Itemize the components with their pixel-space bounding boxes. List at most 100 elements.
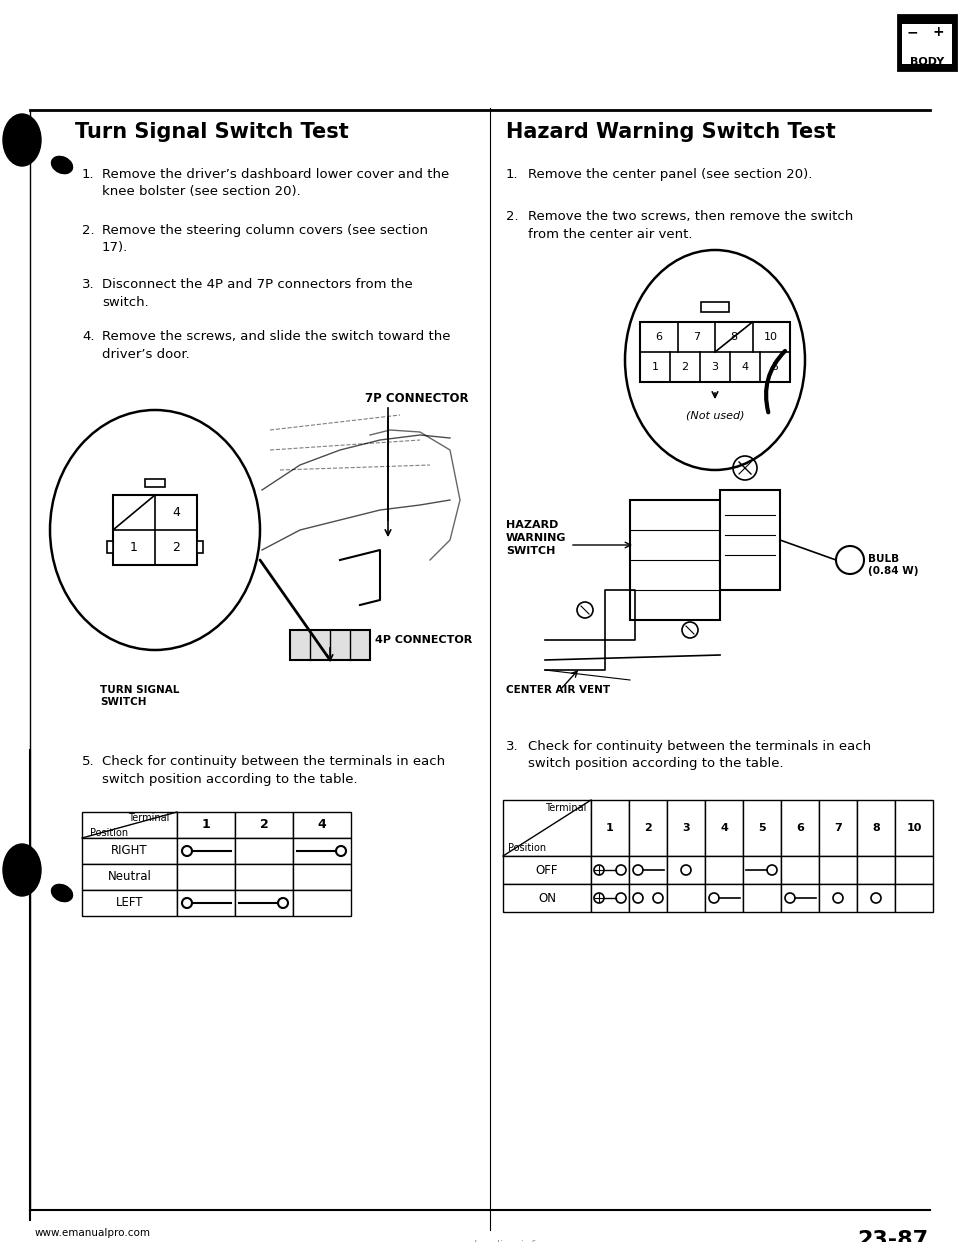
Text: 1.: 1. [82, 168, 95, 181]
FancyBboxPatch shape [113, 496, 197, 565]
FancyBboxPatch shape [630, 501, 720, 620]
Text: 3: 3 [683, 823, 690, 833]
FancyBboxPatch shape [781, 884, 819, 912]
FancyBboxPatch shape [895, 884, 933, 912]
FancyBboxPatch shape [591, 856, 629, 884]
FancyBboxPatch shape [743, 800, 781, 856]
FancyBboxPatch shape [293, 812, 351, 838]
Ellipse shape [3, 114, 41, 166]
Text: 1.: 1. [506, 168, 518, 181]
Text: Neutral: Neutral [108, 871, 152, 883]
FancyBboxPatch shape [293, 891, 351, 917]
Text: 4: 4 [720, 823, 728, 833]
FancyBboxPatch shape [82, 864, 177, 891]
FancyBboxPatch shape [177, 838, 235, 864]
FancyBboxPatch shape [819, 884, 857, 912]
FancyBboxPatch shape [82, 891, 177, 917]
FancyBboxPatch shape [857, 800, 895, 856]
Text: 8: 8 [872, 823, 880, 833]
FancyBboxPatch shape [82, 812, 177, 838]
Text: www.emanualpro.com: www.emanualpro.com [35, 1228, 151, 1238]
FancyBboxPatch shape [629, 856, 667, 884]
Text: 3: 3 [711, 361, 718, 373]
Text: 4: 4 [318, 818, 326, 831]
Text: TURN SIGNAL
SWITCH: TURN SIGNAL SWITCH [100, 686, 180, 708]
Text: Remove the two screws, then remove the switch
from the center air vent.: Remove the two screws, then remove the s… [528, 210, 853, 241]
FancyBboxPatch shape [235, 812, 293, 838]
FancyBboxPatch shape [145, 479, 165, 487]
FancyBboxPatch shape [107, 540, 113, 553]
Text: Disconnect the 4P and 7P connectors from the
switch.: Disconnect the 4P and 7P connectors from… [102, 278, 413, 308]
Text: BODY: BODY [910, 57, 944, 67]
Text: Check for continuity between the terminals in each
switch position according to : Check for continuity between the termina… [528, 740, 871, 770]
Text: 2: 2 [172, 542, 180, 554]
FancyBboxPatch shape [640, 322, 790, 383]
Text: OFF: OFF [536, 863, 559, 877]
Text: 4: 4 [741, 361, 749, 373]
Text: LEFT: LEFT [116, 897, 143, 909]
Text: Remove the steering column covers (see section
17).: Remove the steering column covers (see s… [102, 224, 428, 255]
FancyBboxPatch shape [857, 856, 895, 884]
Text: RIGHT: RIGHT [111, 845, 148, 857]
Ellipse shape [3, 845, 41, 895]
FancyBboxPatch shape [629, 884, 667, 912]
Text: Turn Signal Switch Test: Turn Signal Switch Test [75, 122, 348, 142]
Text: 7: 7 [693, 332, 700, 342]
FancyBboxPatch shape [705, 884, 743, 912]
FancyBboxPatch shape [290, 630, 370, 660]
FancyBboxPatch shape [720, 491, 780, 590]
Text: 4: 4 [172, 505, 180, 519]
FancyBboxPatch shape [177, 864, 235, 891]
FancyBboxPatch shape [197, 540, 203, 553]
FancyBboxPatch shape [591, 800, 629, 856]
Text: 6: 6 [796, 823, 804, 833]
Text: 3.: 3. [82, 278, 95, 291]
FancyBboxPatch shape [667, 856, 705, 884]
Text: 8: 8 [731, 332, 737, 342]
Text: HAZARD
WARNING
SWITCH: HAZARD WARNING SWITCH [506, 520, 566, 556]
FancyBboxPatch shape [902, 24, 952, 65]
Text: Terminal: Terminal [128, 814, 169, 823]
FancyBboxPatch shape [743, 884, 781, 912]
Text: CENTER AIR VENT: CENTER AIR VENT [506, 686, 611, 696]
Text: 1: 1 [652, 361, 659, 373]
Text: 1: 1 [202, 818, 210, 831]
FancyBboxPatch shape [743, 856, 781, 884]
FancyBboxPatch shape [503, 800, 591, 856]
Text: Remove the driver’s dashboard lower cover and the
knee bolster (see section 20).: Remove the driver’s dashboard lower cove… [102, 168, 449, 199]
Text: 2: 2 [259, 818, 269, 831]
Text: carmanualsonline.info: carmanualsonline.info [418, 1240, 542, 1242]
Text: Hazard Warning Switch Test: Hazard Warning Switch Test [506, 122, 836, 142]
Text: Remove the screws, and slide the switch toward the
driver’s door.: Remove the screws, and slide the switch … [102, 330, 450, 360]
FancyBboxPatch shape [235, 891, 293, 917]
FancyBboxPatch shape [177, 812, 235, 838]
Text: 7P CONNECTOR: 7P CONNECTOR [365, 392, 468, 405]
FancyBboxPatch shape [819, 856, 857, 884]
Text: 7: 7 [834, 823, 842, 833]
Ellipse shape [52, 884, 73, 902]
FancyBboxPatch shape [293, 864, 351, 891]
Text: 23-87: 23-87 [857, 1230, 928, 1242]
FancyBboxPatch shape [667, 800, 705, 856]
Text: ON: ON [538, 892, 556, 904]
FancyBboxPatch shape [701, 302, 729, 312]
FancyBboxPatch shape [177, 891, 235, 917]
FancyBboxPatch shape [82, 838, 177, 864]
Text: 1: 1 [130, 542, 138, 554]
FancyBboxPatch shape [705, 800, 743, 856]
Text: 10: 10 [906, 823, 922, 833]
Text: 1: 1 [606, 823, 613, 833]
Text: 10: 10 [764, 332, 779, 342]
FancyBboxPatch shape [781, 800, 819, 856]
FancyBboxPatch shape [235, 838, 293, 864]
Text: +: + [932, 25, 944, 39]
FancyBboxPatch shape [235, 864, 293, 891]
Text: 2: 2 [644, 823, 652, 833]
Text: (Not used): (Not used) [685, 410, 744, 420]
Text: 6: 6 [656, 332, 662, 342]
Text: 2.: 2. [506, 210, 518, 224]
Text: 3.: 3. [506, 740, 518, 753]
Text: 4P CONNECTOR: 4P CONNECTOR [375, 635, 472, 645]
Text: Terminal: Terminal [544, 804, 586, 814]
FancyBboxPatch shape [857, 884, 895, 912]
